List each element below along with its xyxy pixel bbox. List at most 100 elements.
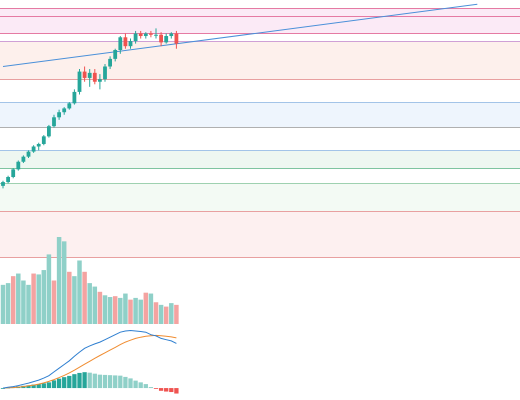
- volume-bar: [26, 284, 31, 324]
- macd-histogram-bar: [169, 388, 174, 393]
- candle-body: [128, 41, 133, 47]
- volume-pane: [0, 237, 179, 324]
- volume-bar: [87, 283, 92, 324]
- horizontal-lines-layer: [0, 8, 520, 258]
- macd-histogram-bar: [72, 374, 77, 389]
- macd-histogram-bar: [82, 372, 87, 389]
- candle-body: [133, 33, 138, 42]
- candle-body: [36, 143, 41, 147]
- candle-body: [82, 71, 87, 78]
- macd-histogram-bar: [36, 384, 41, 389]
- candle-body: [143, 33, 148, 37]
- volume-bar: [0, 284, 6, 324]
- band-4: [0, 183, 520, 212]
- macd-histogram-bar: [158, 388, 164, 391]
- trendline-layer: [2, 3, 478, 67]
- macd-histogram-bar: [31, 384, 36, 389]
- candle: [113, 48, 118, 62]
- candle-body: [77, 71, 82, 92]
- candle: [133, 30, 138, 44]
- candle-body: [174, 33, 179, 44]
- candle-body: [31, 146, 36, 152]
- volume-bar: [107, 297, 113, 324]
- candle: [26, 150, 31, 158]
- volume-bar: [61, 241, 67, 324]
- volume-bar: [5, 283, 11, 324]
- macd-pane: [0, 329, 179, 394]
- candle: [108, 56, 112, 70]
- volume-bar: [148, 293, 154, 324]
- candle-body: [138, 33, 143, 37]
- candle: [169, 32, 174, 39]
- macd-histogram-bar: [164, 388, 169, 392]
- volume-bar: [21, 280, 26, 324]
- candle-body: [103, 66, 107, 80]
- candle-body: [92, 72, 97, 82]
- candle-body: [113, 49, 118, 59]
- candle: [36, 142, 41, 151]
- candle-body: [123, 37, 128, 47]
- volume-bar: [112, 296, 118, 324]
- macd-histogram-bar: [41, 383, 46, 389]
- macd-histogram-bar: [138, 382, 143, 389]
- macd-histogram-bar: [153, 388, 159, 389]
- candle-body: [57, 112, 61, 118]
- macd-histogram-bar: [51, 380, 57, 389]
- candle: [47, 124, 51, 138]
- candle-body: [6, 176, 10, 183]
- candle-body: [16, 161, 21, 170]
- macd-histogram-bar: [77, 372, 82, 389]
- trendline: [2, 3, 478, 67]
- macd-histogram-bar: [133, 380, 138, 389]
- candle: [57, 109, 61, 120]
- candle-body: [26, 151, 31, 157]
- volume-bar: [72, 276, 77, 324]
- candles-layer: [1, 28, 179, 189]
- band-2: [0, 102, 520, 128]
- macd-histogram-bar: [56, 378, 62, 389]
- candle: [11, 168, 16, 179]
- candle-body: [87, 72, 92, 78]
- volume-bar: [158, 304, 164, 324]
- volume-bar: [143, 292, 149, 324]
- volume-bar: [36, 274, 41, 324]
- volume-bar: [153, 302, 159, 324]
- macd-histogram-bar: [62, 377, 67, 389]
- macd-histogram-layer: [0, 372, 179, 394]
- volume-bar: [97, 291, 103, 324]
- macd-histogram-bar: [123, 376, 128, 389]
- macd-histogram-bar: [97, 374, 103, 389]
- candle-body: [98, 79, 102, 82]
- candle: [82, 66, 87, 82]
- price-pane: [0, 3, 520, 258]
- candle-body: [72, 91, 77, 104]
- volume-bar: [123, 293, 128, 324]
- candle-body: [47, 126, 51, 137]
- volume-bar: [102, 295, 108, 324]
- candle: [41, 135, 46, 146]
- candle: [118, 36, 123, 54]
- candle: [154, 28, 158, 39]
- candle: [103, 63, 107, 82]
- macd-histogram-bar: [0, 388, 6, 389]
- candle: [138, 30, 143, 39]
- candle: [159, 32, 163, 47]
- macd-histogram-bar: [148, 387, 154, 389]
- macd-histogram-bar: [174, 388, 179, 394]
- candle: [16, 160, 21, 171]
- candle: [31, 145, 36, 153]
- candle: [6, 175, 10, 184]
- candle-body: [149, 33, 153, 35]
- volume-bar: [118, 297, 123, 324]
- candle: [62, 107, 67, 115]
- volume-bar: [163, 306, 169, 324]
- band-3: [0, 150, 520, 169]
- macd-histogram-bar: [102, 374, 108, 389]
- macd-histogram-bar: [67, 375, 72, 389]
- volume-bar: [174, 304, 179, 324]
- volume-bar: [128, 299, 133, 324]
- candle: [77, 69, 82, 95]
- band-0: [0, 8, 520, 34]
